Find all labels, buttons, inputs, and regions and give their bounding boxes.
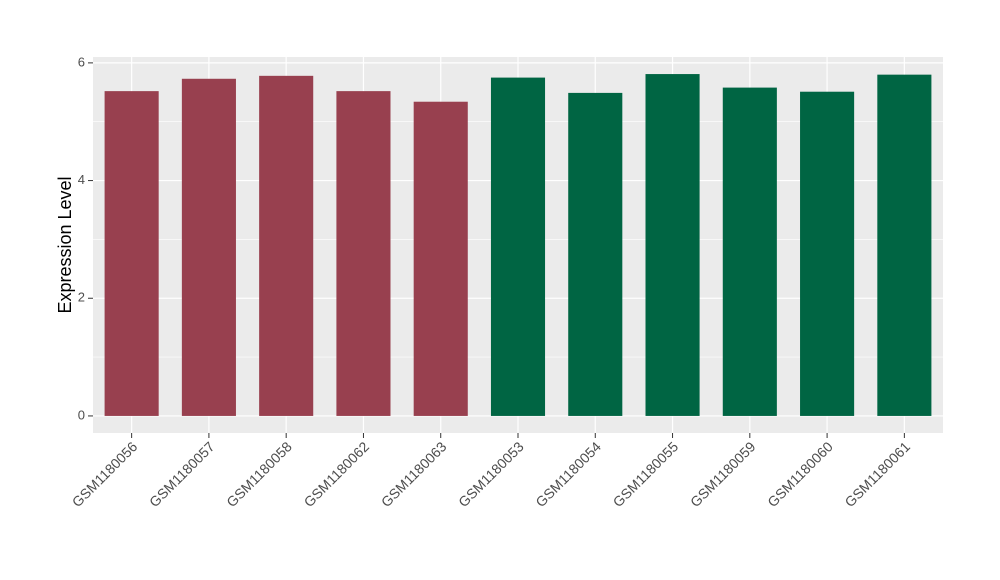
bar [336, 91, 391, 416]
bar [259, 75, 314, 416]
x-tick-label: GSM1180055 [610, 438, 682, 510]
x-tick-label: GSM1180063 [378, 438, 450, 510]
bar [490, 77, 546, 416]
y-axis-title: Expression Level [55, 176, 75, 313]
bar [645, 74, 700, 416]
bar [722, 87, 777, 416]
y-tick-label: 4 [78, 172, 85, 187]
bar [104, 91, 159, 416]
x-tick-label: GSM1180060 [764, 438, 836, 510]
x-tick-label: GSM1180053 [455, 438, 527, 510]
y-tick-label: 6 [78, 54, 85, 69]
bar [413, 101, 468, 416]
x-tick-label: GSM1180059 [687, 438, 759, 510]
bar [800, 91, 855, 416]
x-tick-label: GSM1180057 [146, 438, 218, 510]
y-tick-label: 0 [78, 407, 85, 422]
bar [877, 74, 932, 416]
bar [568, 92, 623, 416]
y-tick-label: 2 [78, 290, 85, 305]
x-tick-label: GSM1180056 [69, 438, 141, 510]
x-tick-label: GSM1180061 [841, 438, 913, 510]
x-tick-label: GSM1180058 [223, 438, 295, 510]
x-tick-label: GSM1180062 [301, 438, 373, 510]
marks [104, 74, 932, 416]
bar [181, 78, 236, 416]
x-tick-label: GSM1180054 [532, 438, 604, 510]
